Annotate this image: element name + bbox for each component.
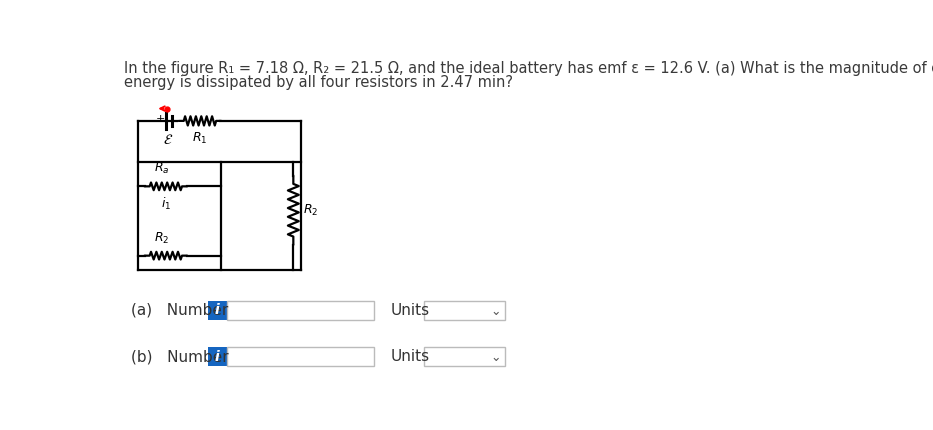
FancyBboxPatch shape [227, 347, 374, 366]
Text: (a)   Number: (a) Number [131, 303, 228, 318]
Text: +: + [156, 114, 165, 124]
Text: ⌄: ⌄ [491, 304, 501, 318]
Text: $R_a$: $R_a$ [154, 161, 170, 176]
Text: $R_1$: $R_1$ [192, 131, 208, 146]
Text: i: i [215, 350, 220, 363]
Text: $R_2$: $R_2$ [303, 203, 319, 218]
FancyBboxPatch shape [208, 347, 227, 366]
Text: $\mathcal{E}$: $\mathcal{E}$ [163, 133, 174, 147]
Text: $i_1$: $i_1$ [160, 196, 171, 212]
FancyBboxPatch shape [208, 301, 227, 319]
FancyBboxPatch shape [424, 347, 505, 366]
Text: Units: Units [391, 303, 430, 318]
Text: In the figure R₁ = 7.18 Ω, R₂ = 21.5 Ω, and the ideal battery has emf ε = 12.6 V: In the figure R₁ = 7.18 Ω, R₂ = 21.5 Ω, … [124, 61, 933, 76]
Text: ⌄: ⌄ [491, 351, 501, 364]
Text: (b)   Number: (b) Number [131, 349, 229, 364]
FancyBboxPatch shape [424, 301, 505, 319]
FancyBboxPatch shape [227, 301, 374, 319]
Text: i: i [215, 303, 220, 317]
Text: energy is dissipated by all four resistors in 2.47 min?: energy is dissipated by all four resisto… [124, 75, 513, 90]
Text: $R_2$: $R_2$ [154, 230, 170, 246]
Text: Units: Units [391, 349, 430, 364]
